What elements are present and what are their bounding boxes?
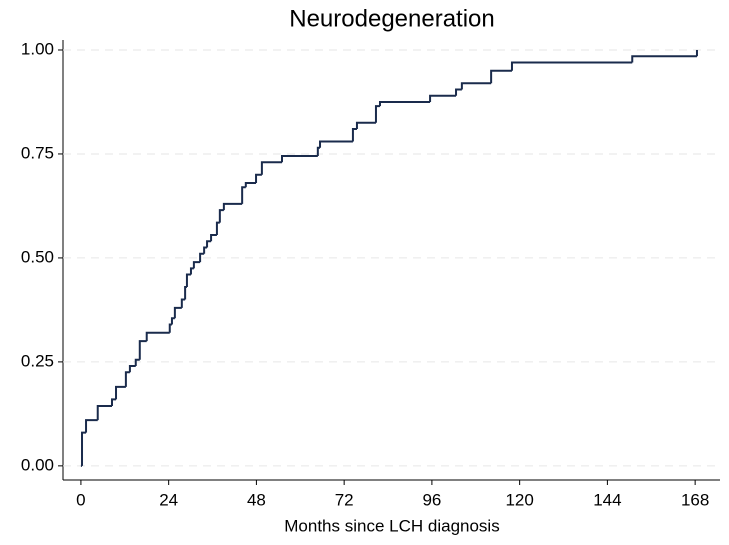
step (319, 140, 353, 148)
step (244, 182, 257, 188)
step (255, 173, 262, 184)
step (281, 155, 318, 163)
step (180, 298, 186, 308)
step (170, 317, 175, 325)
step (173, 306, 182, 319)
x-tick-label: 72 (335, 490, 354, 509)
step (124, 371, 130, 387)
x-tick-label: 48 (247, 490, 266, 509)
step (210, 234, 217, 242)
x-tick-label: 0 (76, 490, 85, 509)
y-tick-label: 0.75 (21, 143, 54, 162)
x-tick-label: 24 (159, 490, 178, 509)
step (351, 127, 357, 142)
x-tick-label: 120 (505, 490, 533, 509)
step (490, 69, 512, 84)
x-axis-label: Months since LCH diagnosis (284, 516, 499, 535)
step (115, 385, 126, 400)
step (138, 340, 147, 360)
step (168, 323, 172, 333)
step (145, 331, 170, 342)
x-tick-label: 96 (422, 490, 441, 509)
step (460, 82, 492, 90)
step (128, 365, 136, 373)
step (81, 431, 87, 466)
y-tick-label: 1.00 (21, 39, 54, 58)
step (189, 267, 194, 275)
step (510, 61, 633, 71)
step (85, 419, 98, 433)
chart-title: Neurodegeneration (289, 5, 495, 32)
step (192, 261, 201, 269)
x-tick-label: 168 (681, 490, 709, 509)
step (455, 88, 462, 96)
step (96, 404, 112, 421)
step (185, 273, 191, 288)
y-tick-label: 0.50 (21, 247, 54, 266)
step (110, 398, 117, 406)
y-tick-label: 0.25 (21, 351, 54, 370)
step (218, 209, 224, 223)
x-tick-label: 144 (593, 490, 621, 509)
step (203, 246, 208, 254)
step (316, 146, 321, 157)
step (134, 358, 140, 367)
step (184, 286, 187, 300)
y-tick-label: 0.00 (21, 455, 54, 474)
step (215, 221, 220, 236)
step (199, 252, 205, 263)
step (374, 105, 380, 123)
step (429, 94, 457, 102)
step (355, 121, 376, 129)
step (206, 240, 212, 248)
step (222, 202, 243, 211)
step (378, 100, 431, 107)
step (260, 161, 282, 175)
step (631, 55, 697, 63)
step (241, 186, 246, 204)
